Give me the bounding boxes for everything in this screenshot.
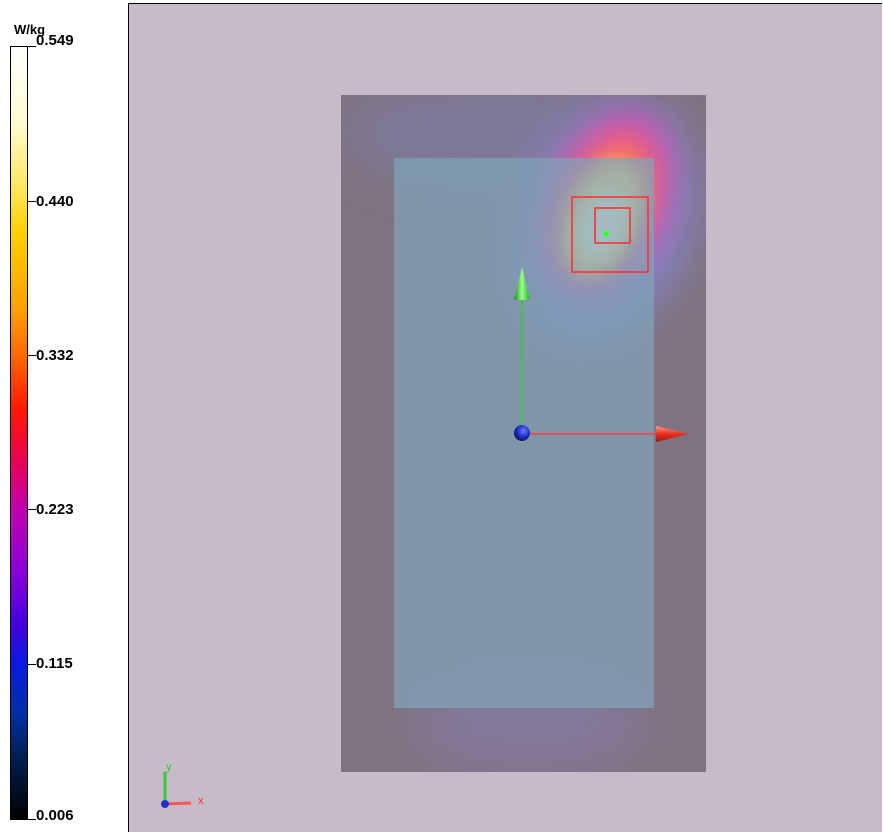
orientation-triad: y x [161,761,204,808]
tick-label: 0.440 [36,193,74,210]
unit-label: W/kg [14,22,46,37]
tick-mark [28,819,36,820]
color-legend: W/kg 0.549 0.440 0.332 0.223 0.115 0.006 [0,0,128,832]
3d-viewport[interactable]: y x [128,3,882,832]
tick-label-max: 0.549 [36,32,74,49]
tick-mark [28,201,36,202]
tick-mark [28,664,36,665]
tick-mark [28,46,36,47]
origin-ball-icon [514,425,530,441]
tick-label: 0.223 [36,501,74,518]
x-axis-arrow-icon [656,426,689,442]
measurement-marker [571,196,649,273]
scene-canvas: y x [161,95,706,808]
tick-mark [28,509,36,510]
tick-mark [28,355,36,356]
tick-label: 0.332 [36,347,74,364]
tick-label: 0.115 [36,655,73,672]
colorbar-gradient [10,46,28,820]
y-axis-arrow-icon [514,267,530,300]
triad-y-label: y [166,761,172,773]
triad-x-label: x [198,795,204,807]
tick-label-min: 0.006 [36,807,74,824]
